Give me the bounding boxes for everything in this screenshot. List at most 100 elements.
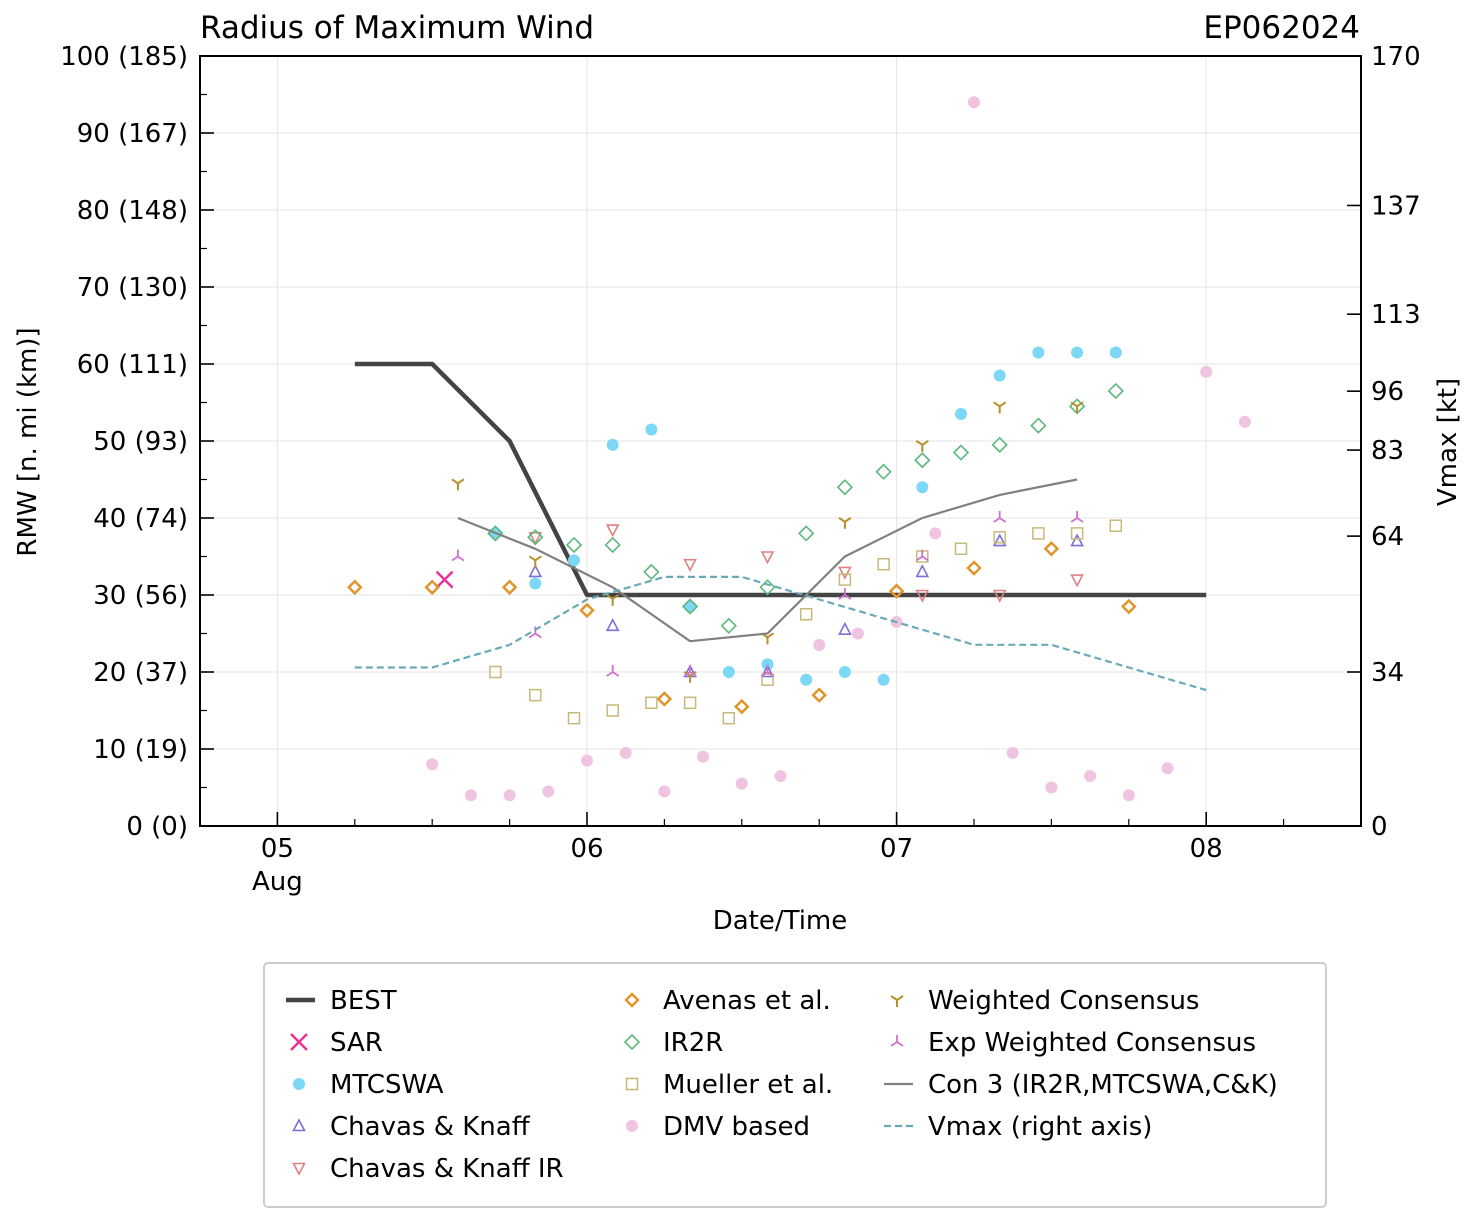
legend-item-exp-weighted-consensus: Exp Weighted Consensus [890,1028,1256,1058]
dmv-based-point [1084,769,1097,782]
vmax-right-axis-line [354,575,1207,692]
dmv-based-point [1238,415,1251,428]
grid [200,55,1361,827]
weighted-consensus-point [528,555,542,568]
ir2r-point [1030,417,1047,434]
ir2r-point [527,529,544,546]
y-tick-label: 60 (111) [77,350,188,380]
legend-swatch [890,995,904,1007]
mueller-et-al-point [761,673,774,686]
legend-item-best: BEST [286,986,397,1016]
dmv-based-point [929,527,942,540]
legend-label: Weighted Consensus [928,986,1199,1016]
y-tick-label: 90 (167) [77,119,188,149]
y-tick-label: 80 (148) [77,196,188,226]
legend-item-mtcswa: MTCSWA [293,1070,444,1100]
mtcswa-point [722,666,735,678]
dmv-based-point [581,754,593,767]
mueller-et-al-point [722,711,736,725]
mueller-et-al-point [489,665,502,679]
chavas-knaff-ir-point [992,589,1007,603]
ir2r-point [720,617,737,634]
legend-label: Mueller et al. [663,1070,833,1100]
legend-label: Chavas & Knaff IR [330,1154,564,1184]
series-mtcswa [489,346,1122,686]
mtcswa-point [954,408,967,421]
x-tick-label: 07 [880,834,913,864]
y2-tick-label: 64 [1371,522,1404,552]
legend-item-con-3-ir2r-mtcswa-c-k: Con 3 (IR2R,MTCSWA,C&K) [884,1070,1278,1100]
legend-label: Con 3 (IR2R,MTCSWA,C&K) [928,1070,1278,1100]
chavas-knaff-ir-point [838,566,852,580]
mtcswa-point [567,554,580,567]
avenas-et-al-point [347,579,363,596]
weighted-consensus-point [606,594,620,606]
legend-swatch [890,1035,904,1047]
legend-label: Exp Weighted Consensus [928,1028,1256,1058]
y2-axis-label: Vmax [kt] [1433,378,1463,506]
weighted-consensus-point [1070,401,1084,414]
exp-weighted-consensus-point [451,549,465,562]
mueller-et-al-point [645,696,658,710]
ir2r-point [604,536,621,554]
y-tick-label: 30 (56) [93,581,188,611]
legend-item-avenas-et-al: Avenas et al. [624,986,831,1016]
series-weighted-consensus [451,401,1084,683]
chavas-knaff-point [915,564,930,578]
y-tick-label: 50 (93) [93,427,188,457]
legend-item-weighted-consensus: Weighted Consensus [890,986,1199,1016]
legend-item-sar: SAR [290,1028,383,1058]
avenas-et-al-point [424,579,440,596]
chavas-knaff-ir-point [760,551,775,565]
y2-tick-label: 96 [1371,377,1404,407]
chavas-knaff-point [760,664,775,678]
legend-item-chavas-knaff-ir: Chavas & Knaff IR [292,1154,564,1184]
legend: BEST SAR MTCSWA Chavas & Knaff Chavas & Knaf… [263,962,1327,1208]
mueller-et-al-point [683,696,697,710]
mueller-et-al-point [993,531,1006,544]
chavas-knaff-ir-point [915,589,930,603]
y2-tick-label: 170 [1371,42,1421,72]
legend-label: Vmax (right axis) [928,1112,1152,1142]
legend-box [263,962,1327,1208]
y2-tick-label: 0 [1371,812,1388,842]
chavas-knaff-point [528,564,543,578]
y-tick-label: 70 (130) [77,273,188,303]
ir2r-point [1107,382,1124,400]
dmv-based-point [503,789,516,802]
chart-title: Radius of Maximum Wind [200,10,594,46]
series-chavas-knaff-ir [528,524,1084,603]
mueller-et-al-point [954,542,968,556]
legend-swatch [625,1077,639,1091]
chavas-knaff-point [605,618,620,632]
ir2r-point [798,525,815,542]
y2-tick-label: 113 [1371,300,1421,330]
storm-id: EP062024 [1203,10,1360,46]
dmv-based-point [1045,781,1058,794]
legend-swatch [292,1118,306,1132]
dmv-based-point [697,750,710,763]
chavas-knaff-ir-point [528,531,543,545]
dmv-based-point [851,627,864,640]
exp-weighted-consensus-point [760,665,774,677]
mueller-et-al-point [1109,519,1123,532]
mtcswa-point [1109,346,1122,359]
legend-swatch [626,1120,638,1132]
ir2r-point [991,436,1008,453]
series-ir2r [487,382,1124,634]
ir2r-point [759,579,776,596]
y-tick-label: 0 (0) [126,812,188,842]
avenas-et-al-point [501,579,518,596]
dmv-based-point [542,785,555,798]
legend-item-vmax-right-axis: Vmax (right axis) [884,1112,1152,1142]
dmv-based-point [1006,746,1019,759]
legend-label: DMV based [663,1112,810,1142]
y2-tick-label: 83 [1371,436,1404,466]
dmv-based-point [619,746,632,759]
chavas-knaff-ir-point [605,524,620,538]
avenas-et-al-point [1043,541,1060,557]
ir2r-point [952,444,970,461]
avenas-et-al-point [734,698,750,715]
exp-weighted-consensus-point [993,511,1007,523]
